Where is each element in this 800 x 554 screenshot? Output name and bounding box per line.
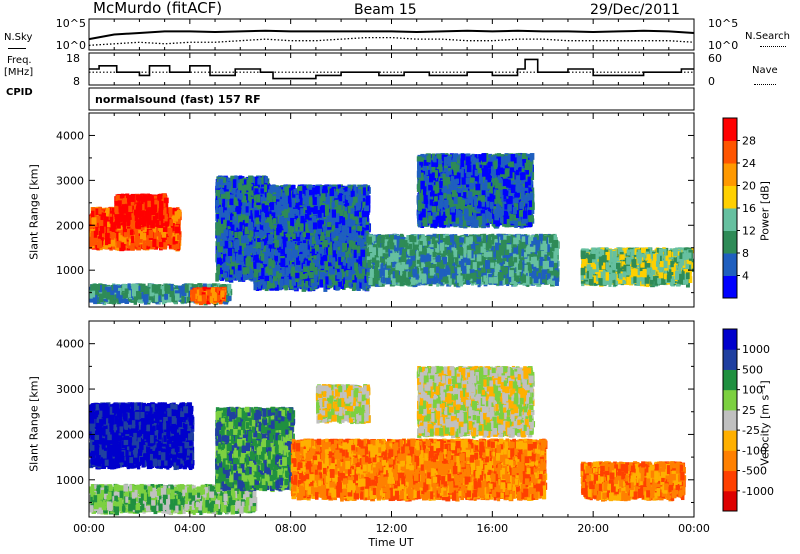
power-cell: [97, 284, 101, 290]
power-cell: [94, 231, 97, 238]
freq-ytick-left: 8: [73, 75, 80, 88]
cpid-panel-frame: [89, 88, 694, 110]
power-cell: [136, 202, 140, 208]
power-cell: [173, 237, 176, 245]
power-cell: [159, 289, 162, 295]
power-cell: [185, 284, 189, 293]
power-cell: [98, 240, 102, 245]
power-cell: [128, 206, 132, 212]
power-cell: [220, 290, 224, 297]
power-cell: [140, 231, 143, 239]
power-cell: [98, 207, 101, 215]
power-cell: [165, 214, 168, 222]
power-cell: [135, 233, 139, 242]
power-cell: [177, 235, 181, 241]
power-cell: [93, 240, 97, 245]
power-cell: [167, 237, 171, 244]
power-cell: [111, 233, 116, 238]
power-cell: [149, 230, 153, 238]
power-cell: [150, 220, 155, 228]
power-cell: [127, 229, 130, 235]
power-cell: [137, 210, 142, 218]
power-cell: [198, 295, 202, 301]
power-cell: [99, 293, 104, 302]
power-cell: [100, 226, 105, 233]
freq-ytick-right: 60: [708, 52, 722, 65]
power-cell: [142, 196, 146, 202]
power-cell: [151, 199, 154, 204]
noise-ytick-left: 10^0: [56, 39, 86, 52]
noise-ytick-left: 10^5: [56, 17, 86, 30]
power-cell: [91, 211, 94, 218]
power-cell: [116, 242, 120, 248]
power-cell: [175, 293, 180, 300]
power-cell: [106, 235, 109, 243]
power-cell: [141, 284, 144, 292]
power-cell: [152, 239, 156, 247]
power-cell: [227, 296, 231, 301]
power-cell: [191, 294, 195, 301]
nsky-series: [89, 31, 694, 39]
power-cell: [125, 288, 129, 293]
power-cell: [110, 217, 114, 224]
power-cell: [175, 211, 180, 219]
power-cell: [122, 198, 127, 203]
power-cell: [227, 284, 231, 291]
power-cell: [143, 287, 148, 295]
power-cell: [137, 195, 140, 202]
power-cell: [168, 228, 173, 236]
power-cell: [155, 294, 158, 302]
power-cell: [126, 213, 131, 220]
power-cell: [162, 232, 167, 238]
power-cell: [166, 285, 171, 294]
power-cell: [130, 229, 134, 235]
power-cell: [119, 216, 123, 222]
power-cell: [132, 288, 136, 296]
power-cell: [144, 294, 148, 302]
power-cell: [118, 200, 122, 206]
power-cell: [91, 291, 95, 298]
power-cell: [159, 242, 163, 247]
power-cell: [164, 198, 169, 204]
power-cell: [130, 242, 134, 250]
power-cell: [152, 284, 155, 292]
power-cell: [160, 201, 164, 210]
power-cell: [130, 220, 135, 228]
power-cell: [92, 217, 97, 224]
power-cell: [155, 213, 158, 219]
power-cell: [181, 296, 184, 304]
power-cell: [168, 208, 172, 216]
noise-ytick-right: 10^5: [708, 17, 738, 30]
power-cell: [107, 292, 111, 300]
freq-series: [89, 59, 694, 78]
power-cell: [164, 294, 168, 300]
power-cell: [136, 291, 141, 297]
power-cell: [145, 211, 149, 218]
power-cell: [130, 197, 134, 202]
freq-ytick-left: 18: [66, 52, 80, 65]
power-cell: [160, 209, 163, 216]
power-cell: [143, 233, 146, 241]
power-cell: [154, 204, 157, 212]
power-cell: [214, 293, 217, 301]
power-cell: [93, 284, 97, 291]
power-cell: [202, 294, 206, 303]
noise-ytick-right: 10^0: [708, 39, 738, 52]
power-cell: [131, 236, 134, 243]
power-cell: [119, 295, 123, 303]
power-cell: [142, 219, 146, 227]
power-cell: [158, 232, 161, 239]
freq-ytick-right: 0: [708, 75, 715, 88]
nsearch-series: [89, 38, 694, 46]
power-cell: [136, 220, 141, 229]
power-cell: [114, 206, 118, 213]
power-cell: [169, 219, 173, 226]
